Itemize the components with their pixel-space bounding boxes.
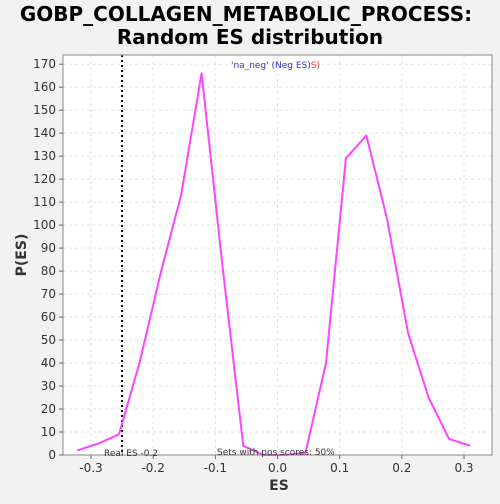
grid-lines (63, 55, 492, 456)
x-tick-label: -0.3 (79, 461, 102, 475)
y-tick-label: 170 (33, 57, 56, 71)
y-tick-label: 120 (33, 172, 56, 186)
y-tick-label: 100 (33, 218, 56, 232)
y-tick-label: 70 (41, 287, 56, 301)
legend-suffix: S) (311, 61, 320, 71)
y-tick-label: 130 (33, 149, 56, 163)
x-tick-label: 0.3 (454, 461, 473, 475)
legend-text: 'na_neg' (Neg ES)S) (231, 61, 320, 71)
y-tick-label: 110 (33, 195, 56, 209)
y-tick-label: 80 (41, 264, 56, 278)
x-tick-label: 0.2 (392, 461, 411, 475)
x-tick-label: 0.1 (330, 461, 349, 475)
real-es-label: Real ES -0.2 (104, 449, 158, 459)
y-tick-label: 30 (41, 379, 56, 393)
y-tick-label: 10 (41, 425, 56, 439)
x-tick-label: 0.0 (268, 461, 287, 475)
y-axis-label: P(ES) (14, 234, 30, 277)
y-tick-label: 140 (33, 126, 56, 140)
y-tick-label: 60 (41, 310, 56, 324)
chart-title-line2: Random ES distribution (117, 25, 383, 49)
axes: 0 10 20 30 40 50 60 70 80 90 100 110 120 130 140 150 160… (33, 57, 473, 475)
chart-title-line1: GOBP_COLLAGEN_METABOLIC_PROCESS: (20, 2, 472, 26)
legend-prefix: 'na_neg' (Neg ES) (231, 61, 311, 71)
y-tick-label: 0 (48, 448, 56, 462)
y-tick-label: 150 (33, 103, 56, 117)
x-axis-label: ES (269, 478, 289, 494)
y-tick-label: 160 (33, 80, 56, 94)
y-tick-label: 20 (41, 402, 56, 416)
y-tick-label: 40 (41, 356, 56, 370)
y-tick-label: 90 (41, 241, 56, 255)
y-tick-label: 50 (41, 333, 56, 347)
pos-scores-annotation: Sets with pos scores: 50% (217, 448, 335, 458)
x-tick-label: -0.1 (204, 461, 227, 475)
x-tick-label: -0.2 (141, 461, 164, 475)
